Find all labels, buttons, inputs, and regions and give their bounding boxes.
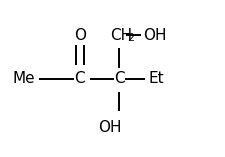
Text: Et: Et [148, 71, 164, 86]
Text: O: O [74, 28, 86, 43]
Text: OH: OH [99, 120, 122, 135]
Text: OH: OH [143, 28, 166, 43]
Text: 2: 2 [127, 33, 134, 43]
Text: C: C [114, 71, 125, 86]
Text: C: C [74, 71, 85, 86]
Text: CH: CH [110, 28, 132, 43]
Text: Me: Me [12, 71, 35, 86]
